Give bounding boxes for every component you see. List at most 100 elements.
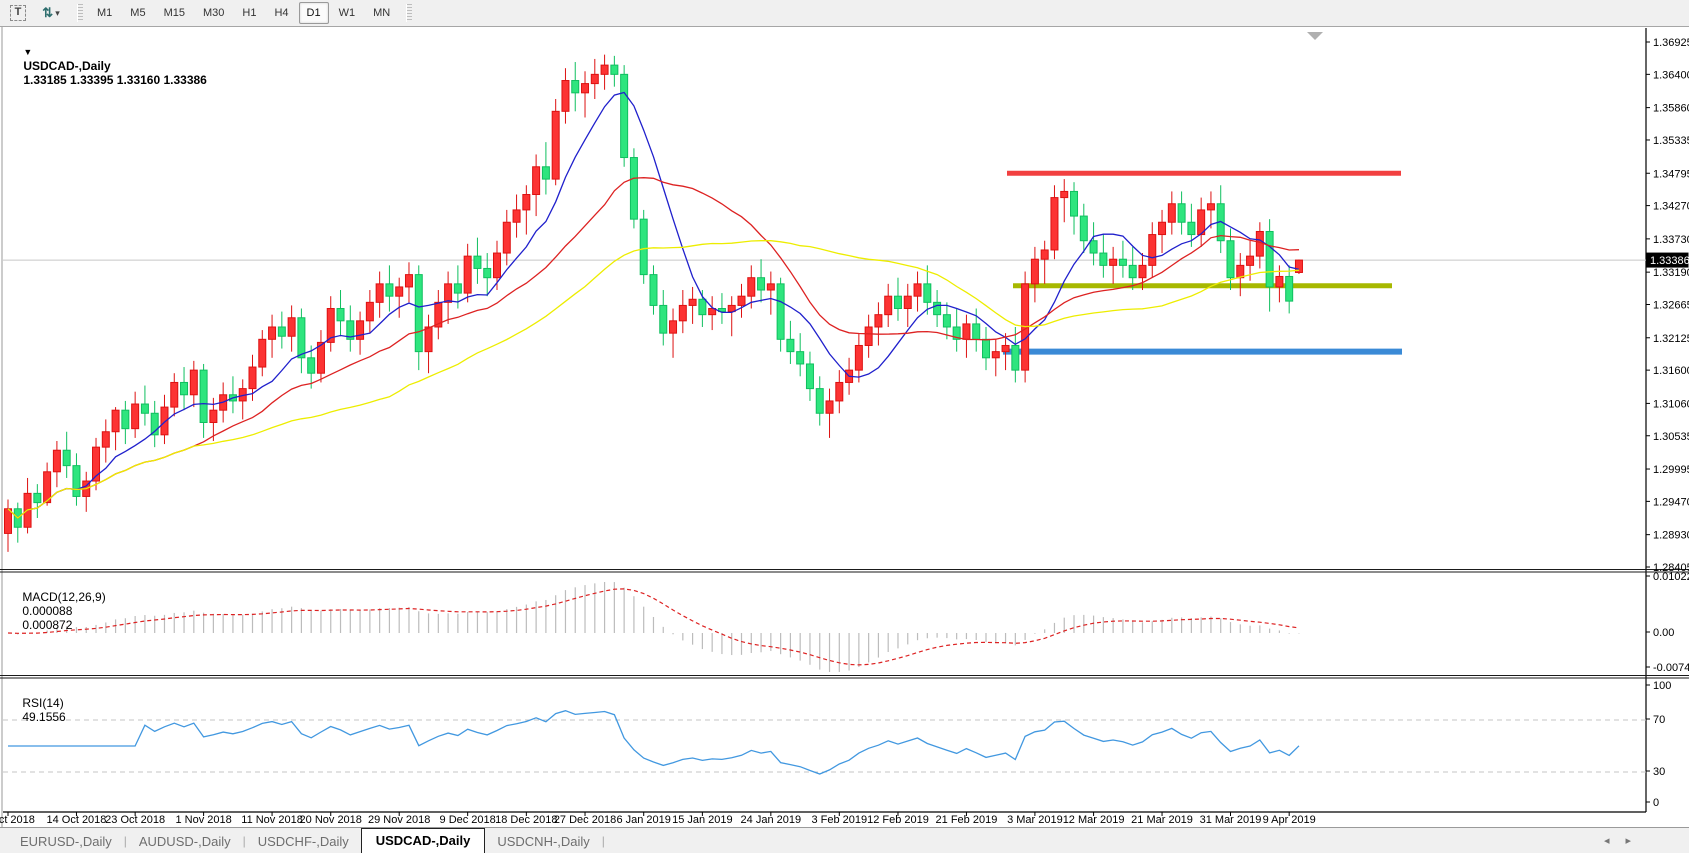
date-axis-label: 12 Feb 2019	[867, 814, 929, 826]
timeframe-button-m15[interactable]: M15	[163, 7, 185, 19]
candle-body	[933, 301, 942, 316]
candle-body	[199, 369, 208, 424]
candle-body	[884, 295, 893, 316]
price-axis-label: 1.35335	[1653, 135, 1689, 147]
price-axis-label: 1.30535	[1653, 431, 1689, 443]
price-axis-label: 1.36400	[1653, 69, 1689, 81]
candle-body	[170, 381, 179, 408]
candle-body	[1187, 221, 1196, 236]
price-axis-label: 1.28405	[1653, 562, 1689, 574]
candle-body	[1079, 215, 1088, 242]
candle-body	[727, 304, 736, 313]
tab-scroll-right-icon[interactable]: ▸	[1625, 835, 1631, 847]
candle-body	[1011, 344, 1020, 371]
tab-audusd[interactable]: AUDUSD-,Daily	[138, 833, 231, 849]
timeframe-button-m30[interactable]: M30	[202, 7, 225, 19]
timeframe-button-d1[interactable]: D1	[298, 2, 329, 24]
symbol-dropdown-caret[interactable]: ▼	[23, 47, 33, 57]
candle-body	[277, 326, 286, 337]
candle-body	[972, 323, 981, 340]
timeframe-button-w1[interactable]: W1	[338, 7, 356, 19]
candle-body	[424, 326, 433, 353]
date-axis-label: 23 Oct 2018	[105, 814, 165, 826]
candle-body	[1177, 203, 1186, 223]
current-price-tag-value: 1.33386	[1650, 255, 1689, 267]
macd-signal-line	[7, 588, 1300, 666]
candle-body	[502, 221, 511, 254]
tab-usdchf[interactable]: USDCHF-,Daily	[257, 833, 349, 849]
chart-tab-bar: EURUSD-,Daily | AUDUSD-,Daily | USDCHF-,Dail…	[0, 827, 1689, 853]
text-tool-button[interactable]: T	[6, 3, 30, 23]
candle-body	[1148, 234, 1157, 266]
candle-body	[620, 73, 629, 159]
date-axis-label: 1 Nov 2018	[175, 814, 231, 826]
candle-body	[522, 194, 531, 211]
candle-body	[805, 363, 814, 390]
chart-header: ▼ USDCAD-,Daily 1.33185 1.33395 1.33160 …	[10, 31, 207, 101]
candle-body	[180, 381, 189, 396]
candle-body	[395, 286, 404, 297]
date-axis-label: 27 Dec 2018	[554, 814, 616, 826]
candle-body	[942, 314, 951, 328]
current-price-tag	[1646, 252, 1689, 268]
candle-body	[1109, 258, 1118, 266]
ma-line-8	[7, 91, 1300, 519]
candle-body	[365, 301, 374, 322]
symbol-title: USDCAD-,Daily	[23, 59, 111, 73]
candle-body	[708, 308, 717, 316]
price-axis-label: 1.34270	[1653, 201, 1689, 213]
candle-body	[1099, 252, 1108, 266]
tab-scroll-left-icon[interactable]: ◂	[1603, 835, 1610, 847]
candle-body	[248, 366, 257, 390]
candle-body	[629, 157, 638, 220]
candle-body	[209, 409, 218, 424]
candle-body	[1246, 255, 1255, 266]
candle-body	[1138, 264, 1147, 279]
candle-body	[864, 326, 873, 346]
date-axis-label: 14 Oct 2018	[46, 814, 106, 826]
price-axis[interactable]: 1.36925 1.36400 1.35860 1.35335 1.34795 1.342…	[1646, 37, 1689, 574]
candle-body	[766, 283, 775, 291]
candle-body	[1167, 203, 1176, 223]
candle-body	[189, 369, 198, 396]
rsi-line	[8, 710, 1300, 775]
timeframe-button-h1[interactable]: H1	[242, 7, 257, 19]
date-axis-label: 24 Jan 2019	[741, 814, 802, 826]
tab-separator: |	[242, 834, 246, 848]
timeframe-button-m1[interactable]: M1	[97, 7, 113, 19]
timeframe-button-mn[interactable]: MN	[373, 7, 391, 19]
tab-eurusd[interactable]: EURUSD-,Daily	[20, 833, 112, 849]
cursor-mode-button[interactable]: ⇅ ▾	[34, 3, 68, 23]
candle-body	[473, 255, 482, 269]
price-axis-label: 1.31060	[1653, 398, 1689, 410]
date-axis-label: 3 Mar 2019	[1007, 814, 1063, 826]
macd-axis-label: 0.00	[1653, 627, 1674, 639]
candle-body	[786, 338, 795, 353]
candle-body	[1158, 221, 1167, 236]
date-axis-label: 15 Jan 2019	[672, 814, 733, 826]
candle-body	[982, 338, 990, 359]
candle-body	[131, 403, 140, 430]
candle-body	[33, 492, 42, 504]
candle-body	[1128, 264, 1137, 279]
timeframe-button-h4[interactable]: H4	[274, 7, 289, 19]
candle-body	[1030, 258, 1039, 285]
candle-body	[385, 283, 394, 297]
rsi-axis-label: 30	[1653, 766, 1665, 778]
price-axis-label: 1.32125	[1653, 333, 1689, 345]
scroll-end-marker[interactable]	[1307, 32, 1323, 40]
ma-line-20	[7, 177, 1300, 519]
candle-body	[1060, 190, 1069, 199]
rsi-axis-label: 100	[1653, 680, 1671, 692]
macd-header: MACD(12,26,9) 0.000088 0.000872	[9, 576, 105, 646]
tab-usdcad[interactable]: USDCAD-,Daily	[360, 827, 486, 853]
price-axis-label: 1.29995	[1653, 464, 1689, 476]
candle-body	[952, 326, 961, 340]
candle-body	[913, 283, 922, 297]
rsi-pane: 100 70 30 0	[3, 680, 1671, 809]
timeframe-button-m5[interactable]: M5	[130, 7, 146, 19]
candle-body	[268, 326, 277, 340]
tab-usdcnh[interactable]: USDCNH-,Daily	[497, 833, 590, 849]
